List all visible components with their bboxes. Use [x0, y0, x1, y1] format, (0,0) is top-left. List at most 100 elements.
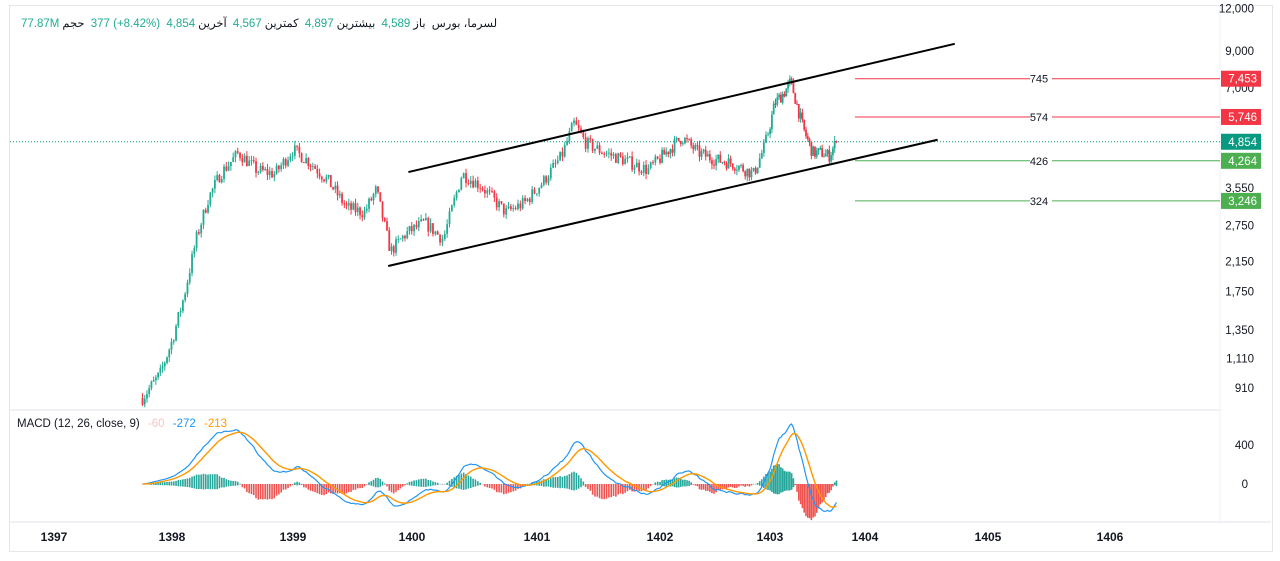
candle-down — [821, 147, 824, 157]
candle-up — [280, 165, 283, 170]
candle-up — [684, 138, 686, 144]
candle-up — [248, 160, 251, 166]
candle-down — [774, 103, 777, 105]
candle-up — [735, 169, 738, 171]
candle-down — [792, 80, 795, 94]
macd-histogram-bar — [731, 484, 734, 488]
macd-histogram-bar — [575, 472, 578, 490]
macd-histogram-bar — [214, 474, 216, 490]
x-tick-label: 1401 — [524, 530, 551, 544]
candle-down — [580, 128, 582, 133]
macd-histogram-bar — [345, 484, 348, 494]
candle-down — [225, 166, 228, 171]
macd-histogram-bar — [415, 480, 418, 487]
macd-histogram-bar — [706, 484, 709, 491]
macd-histogram-bar — [742, 484, 744, 486]
macd-histogram-bar — [218, 476, 221, 489]
candle-down — [677, 137, 680, 141]
macd-histogram-bar — [787, 471, 789, 491]
candle-up — [642, 164, 645, 173]
candle-up — [738, 165, 740, 170]
candle-up — [159, 368, 162, 373]
candle-up — [146, 394, 148, 399]
price-tag-426-bg — [1221, 152, 1261, 169]
macd-histogram-bar — [748, 484, 751, 487]
macd-histogram-bar — [682, 479, 684, 487]
candle-down — [696, 145, 699, 147]
macd-histogram-bar — [582, 481, 585, 486]
macd-histogram-bar — [524, 484, 526, 486]
candle-up — [635, 162, 638, 168]
macd-histogram-bar — [314, 484, 316, 493]
macd-histogram-bar — [397, 484, 400, 491]
candle-down — [298, 146, 301, 154]
candle-up — [250, 160, 253, 161]
macd-histogram-bar — [220, 477, 223, 488]
candle-down — [806, 136, 809, 140]
candle-down — [204, 209, 207, 213]
candle-up — [830, 155, 833, 162]
macd-histogram-bar — [806, 484, 809, 518]
macd-histogram-bar — [815, 484, 818, 513]
candle-up — [460, 178, 463, 190]
y-tick-label: 1,750 — [1225, 287, 1254, 299]
macd-histogram-bar — [339, 484, 341, 494]
macd-histogram-bar — [801, 484, 804, 509]
candle-up — [450, 205, 453, 212]
macd-histogram-bar — [248, 484, 250, 494]
macd-histogram-bar — [491, 484, 493, 489]
macd-histogram-bar — [780, 467, 782, 493]
candle-up — [547, 178, 550, 183]
macd-histogram-bar — [774, 464, 777, 494]
candle-down — [509, 206, 512, 210]
x-tick-label: 1404 — [852, 530, 879, 544]
macd-histogram-bar — [321, 484, 323, 495]
macd-histogram-bar — [188, 477, 191, 488]
candle-up — [170, 341, 173, 350]
candle-up — [772, 103, 775, 115]
macd-histogram-bar — [589, 484, 592, 491]
macd-histogram-bar — [465, 473, 467, 490]
macd-histogram-bar — [159, 482, 162, 486]
macd-histogram-bar — [448, 480, 451, 486]
macd-histogram-bar — [239, 483, 241, 485]
candle-up — [143, 398, 146, 405]
candle-up — [823, 156, 825, 158]
macd-histogram-bar — [300, 484, 303, 486]
macd-histogram-bar — [434, 482, 437, 486]
candle-down — [491, 190, 493, 192]
macd-histogram-bar — [686, 480, 688, 487]
candle-up — [200, 224, 203, 234]
candle-up — [453, 198, 456, 206]
macd-histogram-bar — [814, 484, 816, 517]
candle-down — [361, 215, 364, 218]
candle-up — [264, 168, 267, 170]
macd-legend: MACD (12, 26, close, 9) -60 -272 -213 — [17, 418, 232, 430]
candle-down — [744, 171, 747, 177]
macd-histogram-bar — [372, 479, 375, 487]
macd-histogram-bar — [484, 484, 486, 487]
macd-histogram-bar — [594, 484, 596, 497]
candle-down — [533, 189, 536, 194]
macd-histogram-bar — [298, 482, 301, 486]
x-tick-label: 1398 — [159, 530, 186, 544]
candle-up — [633, 167, 636, 170]
candle-up — [665, 151, 668, 155]
candle-down — [436, 231, 439, 235]
macd-histogram-bar — [479, 482, 481, 485]
macd-histogram-bar — [211, 474, 214, 490]
candle-up — [778, 94, 780, 98]
macd-histogram-bar — [810, 484, 813, 521]
candle-down — [467, 183, 470, 184]
candle-up — [211, 188, 214, 193]
macd-histogram-bar — [388, 484, 391, 491]
level-label-bg — [1030, 109, 1052, 124]
macd-histogram-bar — [175, 480, 177, 486]
candle-up — [168, 349, 171, 358]
candle-down — [708, 154, 711, 161]
candle-down — [354, 203, 357, 213]
macd-histogram-bar — [474, 479, 477, 487]
macd-histogram-bar — [700, 484, 703, 490]
candle-up — [424, 217, 427, 221]
